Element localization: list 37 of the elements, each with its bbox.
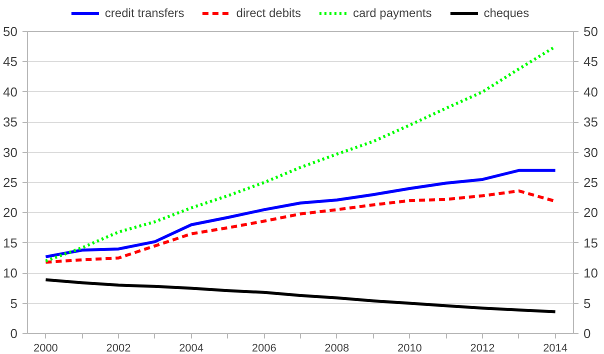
x-tick-label: 2004 xyxy=(179,342,204,354)
y2-tick-label: 40 xyxy=(584,84,598,100)
x-tick-label: 2012 xyxy=(470,342,495,354)
y-tick-label: 45 xyxy=(3,54,18,70)
y2-tick-label: 45 xyxy=(584,54,598,70)
x-tick-label: 2008 xyxy=(324,342,350,354)
y-tick-label: 5 xyxy=(10,296,18,311)
y-tick-label: 15 xyxy=(3,235,18,250)
legend-label: direct debits xyxy=(236,6,301,20)
y-tick-label: 20 xyxy=(3,205,18,220)
line-series xyxy=(44,278,557,314)
y-tick-label: 10 xyxy=(3,266,18,281)
y2-tick-label: 50 xyxy=(584,24,598,39)
y2-tick-label: 0 xyxy=(584,326,591,341)
line-series xyxy=(44,45,557,263)
x-tick-label: 2010 xyxy=(397,342,422,354)
y2-tick-label: 15 xyxy=(584,235,598,250)
line-series xyxy=(44,168,557,258)
x-tick-label: 2006 xyxy=(252,342,276,354)
legend-label: cheques xyxy=(484,6,530,20)
y2-tick-label: 10 xyxy=(584,266,598,281)
y-tick-label: 25 xyxy=(3,175,18,190)
legend-label: card payments xyxy=(352,6,432,20)
x-tick-label: 2014 xyxy=(543,342,568,354)
y2-tick-label: 5 xyxy=(584,296,591,311)
y-tick-label: 50 xyxy=(3,24,18,39)
y-tick-label: 0 xyxy=(10,326,18,341)
y2-tick-label: 25 xyxy=(584,175,598,190)
y2-tick-label: 20 xyxy=(584,205,598,220)
legend-label: credit transfers xyxy=(104,6,184,20)
y-tick-label: 40 xyxy=(3,84,18,100)
x-tick-label: 2000 xyxy=(33,342,58,354)
y-tick-label: 35 xyxy=(3,114,18,130)
x-tick-label: 2002 xyxy=(106,342,131,354)
y-tick-label: 30 xyxy=(3,144,18,160)
y2-tick-label: 35 xyxy=(584,114,598,130)
y2-tick-label: 30 xyxy=(584,144,598,160)
